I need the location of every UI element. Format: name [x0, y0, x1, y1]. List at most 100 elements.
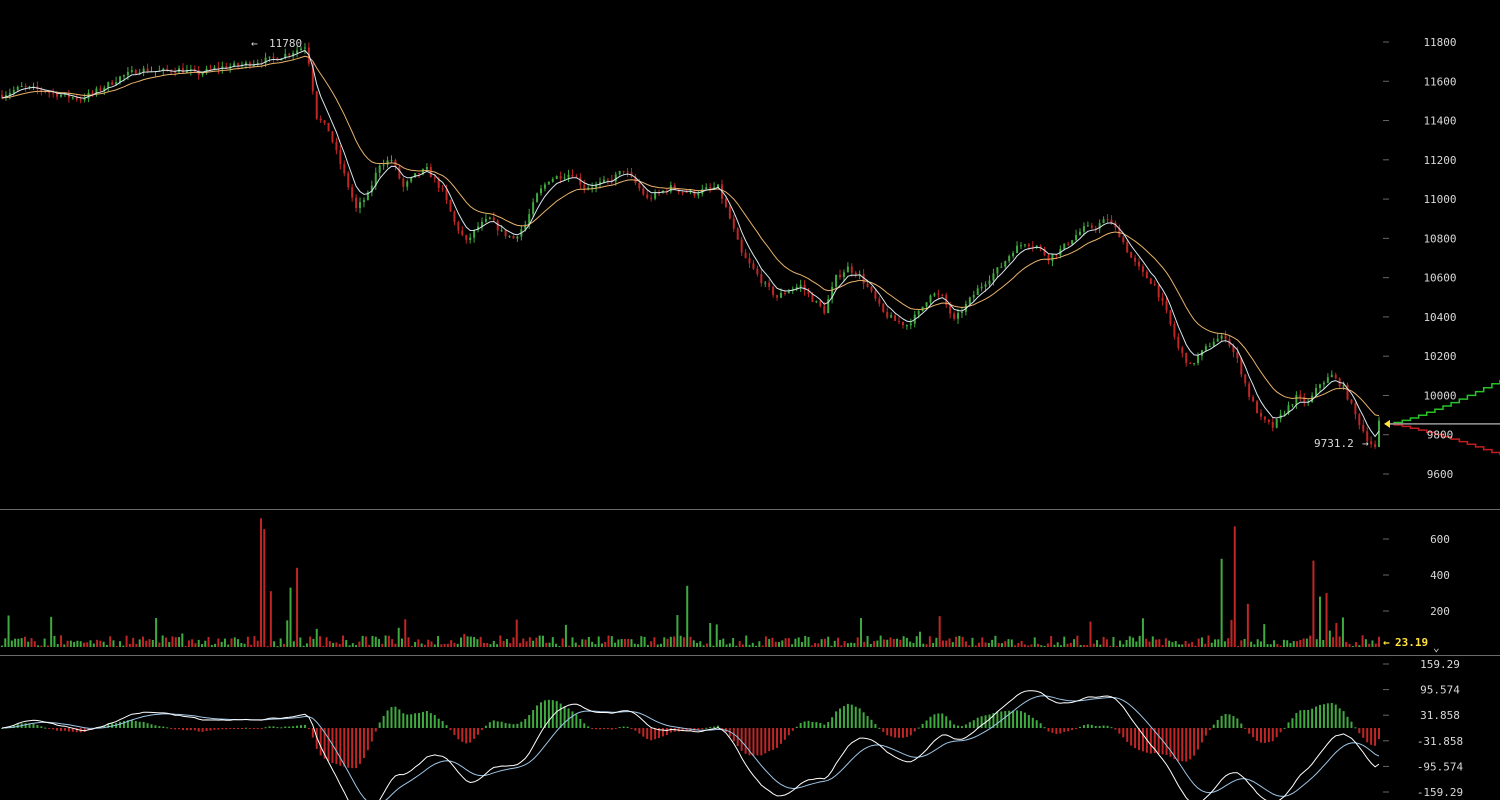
macd-histogram-bar [1126, 728, 1129, 742]
macd-histogram-bar [40, 726, 43, 728]
macd-histogram-bar [370, 728, 373, 742]
volume-bar [1220, 558, 1223, 647]
volume-bar [466, 636, 469, 647]
macd-histogram-bar [1130, 728, 1133, 746]
volume-tick-label: 200 [1430, 605, 1450, 618]
volume-bar [210, 645, 213, 647]
volume-bar [269, 591, 272, 647]
volume-bar [712, 645, 715, 647]
volume-bar [1066, 643, 1069, 647]
volume-bar [909, 641, 912, 647]
low-annotation: 9731.2 → [1314, 437, 1369, 450]
volume-bar [610, 636, 613, 647]
macd-histogram-bar [760, 728, 763, 756]
candle-body [433, 177, 436, 179]
volume-panel[interactable]: 600 400 200 ← 23.19 ⌄ [1, 518, 1450, 654]
macd-histogram-bar [244, 727, 247, 729]
volume-bar [1214, 639, 1217, 647]
volume-bar [1164, 638, 1167, 647]
macd-histogram-bar [874, 724, 877, 728]
macd-histogram-bar [406, 714, 409, 728]
macd-histogram-bar [642, 728, 645, 737]
volume-bar [643, 636, 646, 647]
candle-body [1318, 384, 1321, 388]
candle-body [1378, 420, 1380, 447]
volume-bar [692, 640, 695, 647]
volume-bar [837, 637, 840, 647]
candle-body [1362, 424, 1365, 432]
price-panel[interactable]: 11800 11600 11400 11200 11000 10800 10600 10400… [1, 36, 1500, 481]
macd-histogram-bar [634, 728, 637, 731]
volume-bar [73, 642, 76, 647]
macd-histogram-bar [976, 717, 979, 728]
macd-histogram-bar [122, 721, 125, 728]
macd-histogram-bar [563, 706, 566, 728]
candle-body [622, 170, 625, 172]
macd-histogram-bar [1098, 725, 1101, 728]
macd-histogram-bar [71, 728, 74, 732]
price-axis: 11800 11600 11400 11200 11000 10800 10600 10400… [1383, 36, 1457, 481]
volume-bar [355, 644, 358, 647]
macd-histogram-bar [1240, 723, 1243, 728]
volume-bar [614, 642, 617, 647]
macd-histogram-bar [1374, 728, 1377, 746]
volume-bar [919, 631, 921, 647]
volume-bar [305, 643, 308, 647]
volume-bar [538, 635, 541, 647]
macd-histogram-bar [1287, 722, 1290, 728]
volume-bar [141, 636, 144, 647]
volume-bar [1269, 644, 1272, 647]
macd-histogram-bar [528, 715, 531, 728]
candle-body [362, 200, 365, 203]
macd-histogram-bar [1295, 713, 1298, 728]
volume-bar [345, 640, 348, 647]
candle-body [8, 92, 11, 96]
volume-bar [1200, 637, 1203, 647]
chevron-down-icon[interactable]: ⌄ [1433, 641, 1440, 654]
macd-histogram-bar [418, 713, 421, 728]
macd-histogram-bar [347, 728, 350, 768]
volume-bar [1286, 640, 1289, 647]
candle-body [547, 181, 550, 185]
macd-histogram-bar [410, 714, 413, 728]
candle-body [835, 274, 838, 287]
macd-histogram-bar [1311, 708, 1314, 728]
macd-panel[interactable]: 159.29 95.574 31.858 -31.858 -95.574 -159.29 [1, 658, 1464, 800]
candle-body [870, 286, 873, 292]
candle-body [425, 167, 428, 170]
macd-histogram-bar [1267, 728, 1270, 742]
macd-histogram-bar [189, 728, 192, 731]
macd-histogram-bar [1106, 725, 1109, 728]
macd-histogram-bar [213, 728, 216, 730]
volume-bar [1187, 643, 1190, 647]
macd-histogram-bar [217, 728, 220, 730]
volume-bar [1358, 645, 1361, 647]
macd-histogram-bar [1342, 711, 1345, 728]
candle-body [882, 303, 885, 313]
bid-depth-line [1386, 379, 1500, 425]
candle-body [1138, 261, 1141, 267]
candle-body [221, 66, 224, 69]
candle-body [1177, 336, 1180, 348]
price-tick-label: 11600 [1423, 75, 1456, 88]
volume-bar [1155, 639, 1158, 647]
macd-histogram-bar [795, 726, 798, 728]
volume-bar [948, 638, 951, 647]
macd-histogram-bar [193, 728, 196, 731]
high-annotation: ← 11780 [251, 37, 302, 50]
candle-body [461, 230, 464, 235]
volume-bar [889, 637, 892, 647]
candle-body [67, 93, 70, 98]
volume-bar [978, 642, 981, 647]
macd-histogram-bar [1, 728, 3, 729]
volume-bar [607, 635, 610, 647]
volume-bar [1191, 641, 1194, 647]
volume-bar [1246, 603, 1249, 647]
macd-histogram-bar [36, 725, 39, 728]
candle-body [787, 290, 790, 294]
macd-histogram-bar [901, 728, 904, 738]
macd-histogram-bar [1236, 718, 1239, 728]
volume-bar [846, 643, 849, 647]
candle-body [465, 234, 468, 240]
